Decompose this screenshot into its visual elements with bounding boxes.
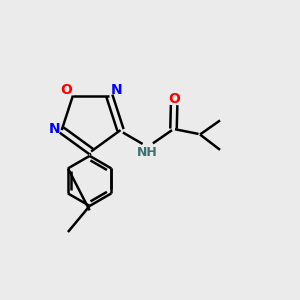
- Text: N: N: [111, 83, 122, 97]
- Text: O: O: [168, 92, 180, 106]
- Text: O: O: [61, 83, 72, 97]
- Text: N: N: [49, 122, 60, 136]
- Text: NH: NH: [136, 146, 158, 159]
